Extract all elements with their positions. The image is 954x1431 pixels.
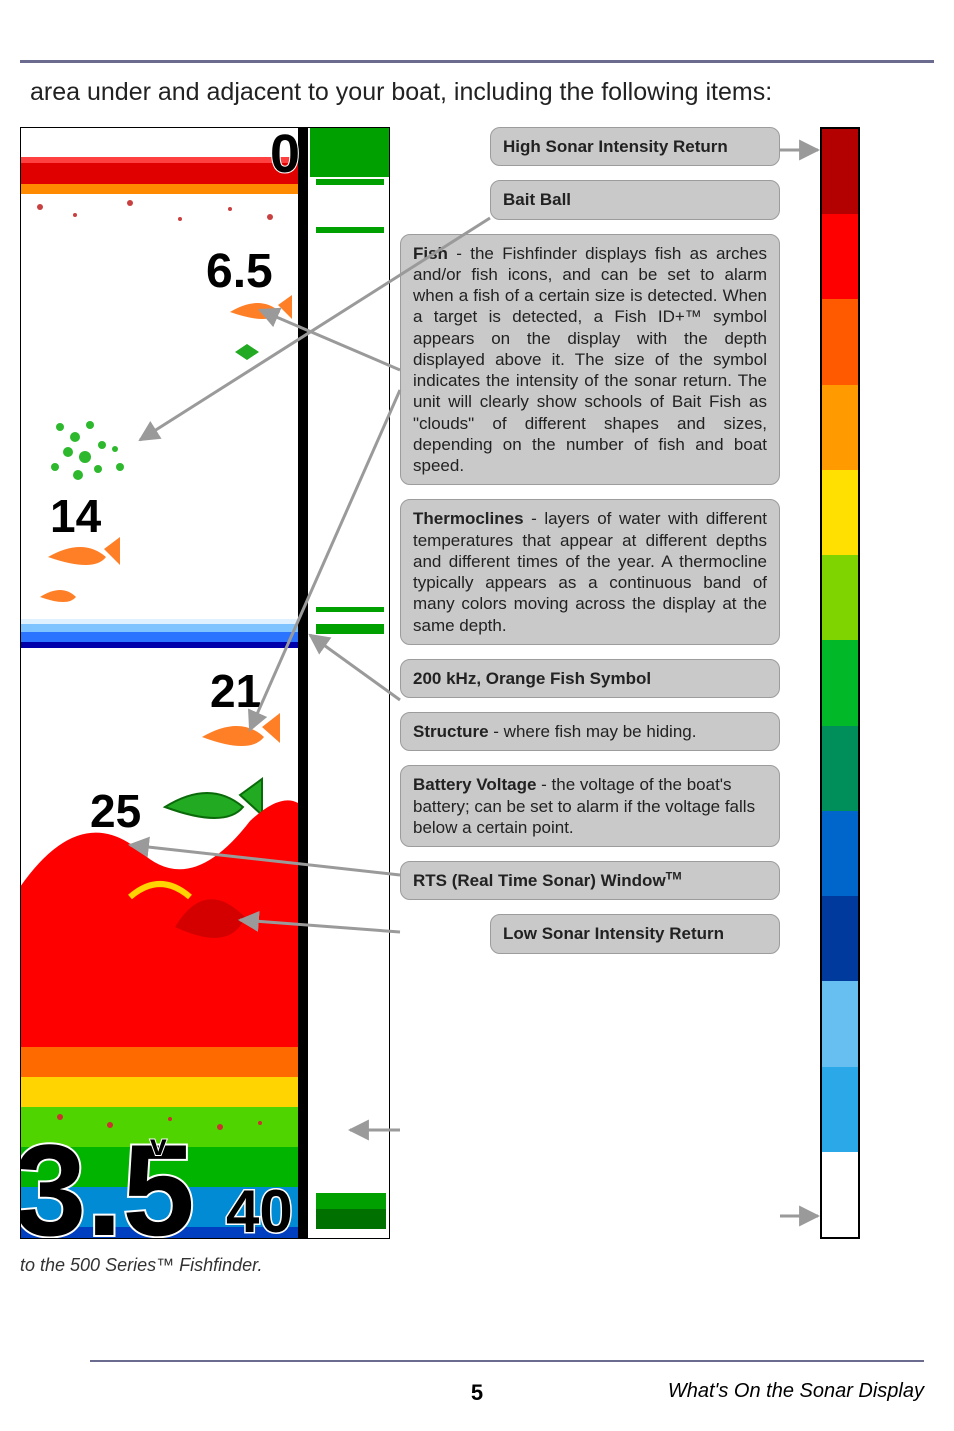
fish-body: - the Fishfinder displays fish as arches… [413, 244, 767, 476]
callout-thermoclines: Thermoclines - layers of water with diff… [400, 499, 780, 645]
structure-lead: Structure [413, 722, 489, 741]
callout-bait-ball: Bait Ball [490, 180, 780, 219]
sonar-intensity-colorbar [820, 127, 860, 1239]
caption: to the 500 Series™ Fishfinder. [20, 1255, 262, 1276]
tm-mark: TM [666, 870, 682, 882]
fish-lead: Fish [413, 244, 448, 263]
callout-low-intensity: Low Sonar Intensity Return [490, 914, 780, 953]
top-rule [20, 60, 934, 63]
svg-text:0: 0 [270, 127, 300, 184]
callout-column: High Sonar Intensity Return Bait Ball Fi… [400, 127, 780, 968]
callout-200khz: 200 kHz, Orange Fish Symbol [400, 659, 780, 698]
footer-title: What's On the Sonar Display [668, 1380, 924, 1403]
sonar-screenshot: 0 6.5 14 21 25 3.5 v 40 [20, 127, 390, 1239]
callout-structure: Structure - where fish may be hiding. [400, 712, 780, 751]
callout-high-intensity: High Sonar Intensity Return [490, 127, 780, 166]
svg-text:25: 25 [90, 785, 141, 837]
battery-lead: Battery Voltage [413, 775, 536, 794]
thermo-lead: Thermoclines [413, 509, 524, 528]
svg-text:v: v [150, 1129, 167, 1162]
svg-text:21: 21 [210, 665, 261, 717]
footer-rule [90, 1360, 924, 1362]
svg-text:14: 14 [50, 490, 102, 542]
structure-body: - where fish may be hiding. [489, 722, 697, 741]
svg-text:6.5: 6.5 [206, 245, 273, 298]
svg-text:40: 40 [226, 1178, 293, 1239]
intro-text: area under and adjacent to your boat, in… [30, 78, 772, 107]
callout-fish: Fish - the Fishfinder displays fish as a… [400, 234, 780, 486]
sonar-svg: 0 6.5 14 21 25 3.5 v 40 [20, 127, 390, 1239]
svg-text:3.5: 3.5 [20, 1117, 195, 1239]
rts-text: RTS (Real Time Sonar) Window [413, 871, 666, 890]
callout-battery: Battery Voltage - the voltage of the boa… [400, 765, 780, 847]
callout-rts: RTS (Real Time Sonar) WindowTM [400, 861, 780, 900]
